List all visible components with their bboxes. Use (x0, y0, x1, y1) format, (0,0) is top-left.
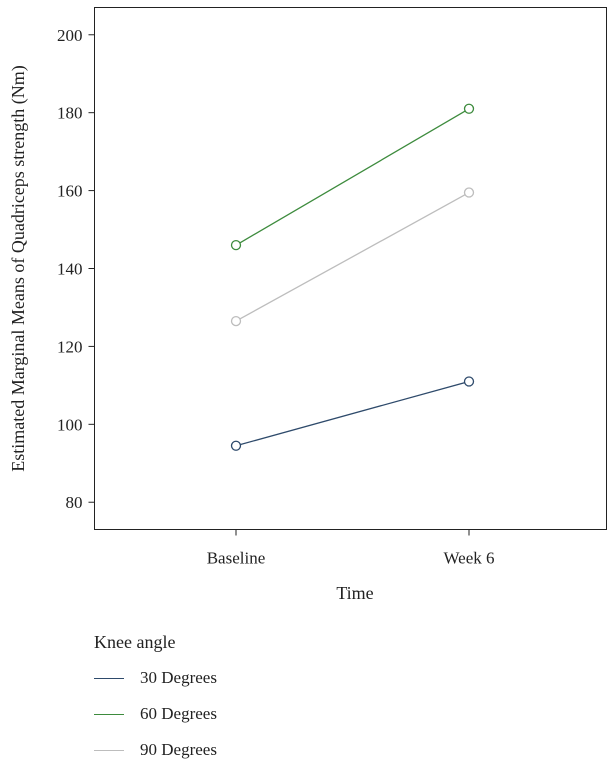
series-line (235, 380, 470, 447)
legend-item: 60 Degrees (94, 703, 217, 725)
data-point (230, 440, 242, 451)
legend-item: 90 Degrees (94, 739, 217, 761)
y-tick-label: 80 (66, 493, 83, 512)
x-axis-title: Time (336, 583, 373, 603)
data-point (230, 315, 242, 327)
series-line (235, 108, 470, 246)
y-tick-label: 200 (57, 26, 83, 45)
y-tick-label: 120 (57, 337, 83, 356)
data-point (463, 103, 475, 114)
y-axis: 80 100 120 140 160 180 200 (57, 26, 95, 512)
data-point (230, 239, 242, 251)
y-tick-label: 160 (57, 182, 83, 201)
y-axis-title: Estimated Marginal Means of Quadriceps s… (8, 65, 29, 472)
data-point (463, 187, 475, 198)
legend-swatch (94, 677, 124, 679)
legend-label: 30 Degrees (140, 668, 217, 687)
legend-item: 30 Degrees (94, 667, 217, 689)
x-tick-label: Baseline (207, 549, 266, 568)
y-tick-label: 100 (57, 415, 83, 434)
y-tick-label: 180 (57, 104, 83, 123)
chart-plot: 80 100 120 140 160 180 200 Baseline Week 6 Time… (8, 7, 607, 603)
x-tick-label: Week 6 (443, 549, 494, 568)
legend-swatch (94, 749, 124, 751)
data-point (463, 376, 475, 387)
y-tick-label: 140 (57, 260, 83, 279)
series-layer (230, 103, 475, 451)
legend-swatch (94, 713, 124, 715)
x-axis: Baseline Week 6 (207, 529, 495, 568)
legend: Knee angle 30 Degrees 60 Degrees 90 Degree… (94, 632, 217, 775)
legend-label: 90 Degrees (140, 740, 217, 759)
legend-items: 30 Degrees 60 Degrees 90 Degrees (94, 667, 217, 761)
plot-frame (94, 7, 607, 530)
legend-title: Knee angle (94, 632, 176, 652)
legend-label: 60 Degrees (140, 704, 217, 723)
series-line (235, 191, 470, 322)
